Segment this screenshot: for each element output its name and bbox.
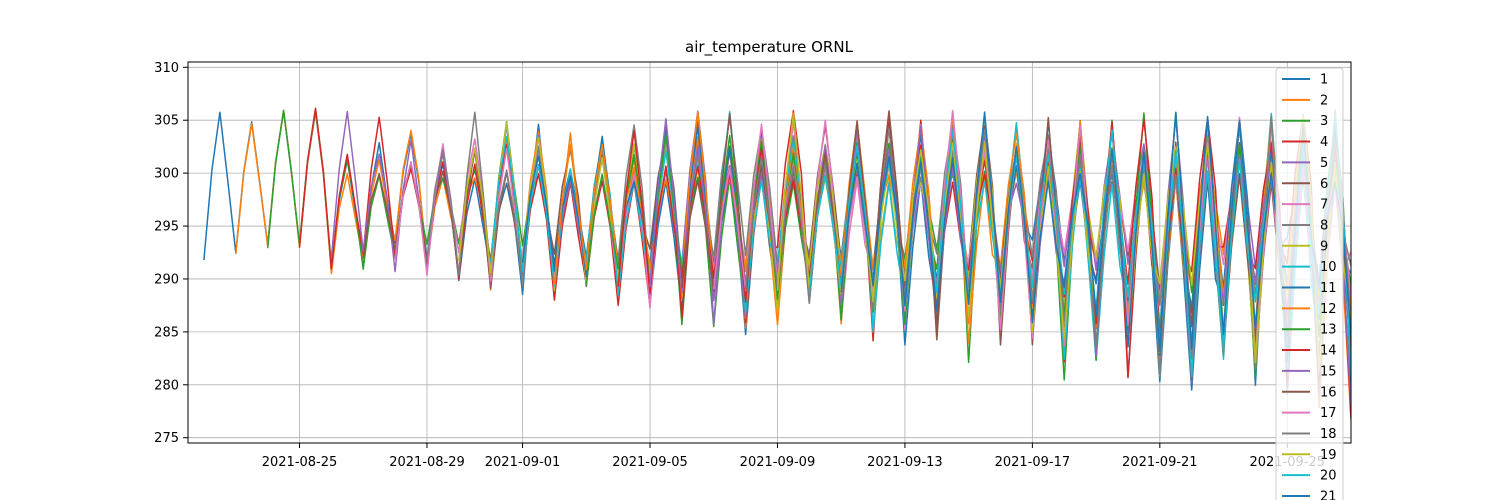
legend-label-14: 14 — [1320, 344, 1337, 359]
chart-title: air_temperature ORNL — [685, 38, 854, 57]
series-line-21 — [840, 111, 1351, 363]
x-tick-label: 2021-09-05 — [612, 455, 688, 470]
legend-label-8: 8 — [1320, 218, 1328, 233]
y-tick-label: 305 — [154, 114, 179, 129]
y-tick-label: 280 — [154, 378, 179, 393]
y-axis: 275 280 285 290 295 300 305 310 — [154, 61, 188, 446]
legend-label-11: 11 — [1320, 281, 1337, 296]
x-tick-label: 2021-09-21 — [1122, 455, 1198, 470]
legend-label-20: 20 — [1320, 469, 1337, 484]
legend-label-7: 7 — [1320, 198, 1328, 213]
legend-label-17: 17 — [1320, 406, 1337, 421]
legend-label-9: 9 — [1320, 239, 1328, 254]
legend-label-12: 12 — [1320, 302, 1337, 317]
x-tick-label: 2021-08-25 — [262, 455, 338, 470]
y-tick-label: 300 — [154, 167, 179, 182]
legend-label-5: 5 — [1320, 156, 1328, 171]
legend-label-2: 2 — [1320, 93, 1328, 108]
y-tick-label: 310 — [154, 61, 179, 76]
legend-label-6: 6 — [1320, 177, 1328, 192]
x-tick-label: 2021-09-17 — [995, 455, 1071, 470]
series-lines — [203, 107, 1351, 420]
legend-label-18: 18 — [1320, 427, 1337, 442]
y-tick-label: 275 — [154, 431, 179, 446]
y-tick-label: 290 — [154, 272, 179, 287]
legend-label-21: 21 — [1320, 490, 1337, 500]
x-tick-label: 2021-09-13 — [867, 455, 943, 470]
x-tick-label: 2021-09-01 — [485, 455, 561, 470]
plot-frame — [187, 61, 1352, 444]
x-tick-label: 2021-08-29 — [389, 455, 465, 470]
y-tick-label: 295 — [154, 220, 179, 235]
x-tick-label: 2021-09-09 — [740, 455, 816, 470]
series-line-19 — [776, 112, 1351, 371]
legend-label-1: 1 — [1320, 73, 1328, 88]
legend-label-3: 3 — [1320, 114, 1328, 129]
x-axis: 2021-08-25 2021-08-29 2021-09-01 2021-09-05… — [262, 443, 1325, 470]
legend-label-19: 19 — [1320, 448, 1337, 463]
legend-label-4: 4 — [1320, 135, 1328, 150]
legend-label-13: 13 — [1320, 323, 1337, 338]
legend-label-16: 16 — [1320, 385, 1337, 400]
legend-label-15: 15 — [1320, 364, 1337, 379]
legend-label-10: 10 — [1320, 260, 1337, 275]
y-tick-label: 285 — [154, 325, 179, 340]
